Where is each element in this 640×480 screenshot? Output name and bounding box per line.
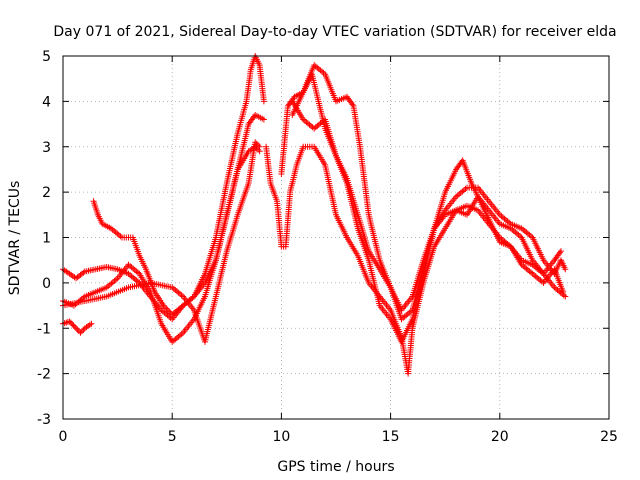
data-point-marker	[69, 321, 76, 328]
y-tick-label: 3	[42, 140, 51, 156]
data-point-marker	[66, 318, 73, 325]
data-point-marker	[256, 143, 263, 150]
data-point-marker	[88, 320, 95, 327]
y-tick-labels: -3 -2 -1 0 1 2 3 4 5	[37, 49, 51, 428]
x-tick-label: 0	[59, 429, 68, 445]
series-track-a	[60, 318, 95, 336]
axis-ticks	[62, 55, 610, 420]
y-tick-label: 1	[42, 231, 51, 247]
data-point-marker	[260, 116, 267, 123]
x-tick-label: 5	[168, 429, 177, 445]
y-tick-label: 4	[42, 94, 51, 110]
series-track-f	[263, 143, 569, 377]
y-tick-label: 0	[42, 276, 51, 292]
y-tick-label: 5	[42, 49, 51, 65]
series-track-e	[60, 139, 263, 345]
x-tick-label: 10	[272, 429, 290, 445]
data-point-marker	[71, 323, 78, 330]
x-tick-label: 25	[600, 429, 618, 445]
data-point-marker	[558, 248, 564, 255]
data-points	[60, 53, 569, 377]
y-tick-label: -3	[37, 412, 51, 428]
data-point-marker	[67, 319, 74, 326]
y-tick-label: -2	[37, 367, 51, 383]
chart-title: Day 071 of 2021, Sidereal Day-to-day VTE…	[53, 24, 616, 40]
data-point-marker	[80, 269, 87, 276]
x-tick-label: 20	[491, 429, 509, 445]
data-point-marker	[560, 288, 567, 295]
data-point-marker	[70, 322, 77, 329]
x-tick-labels: 0 5 10 15 20 25	[59, 429, 618, 445]
data-point-marker	[260, 98, 267, 105]
y-tick-label: 2	[42, 185, 51, 201]
data-point-marker	[562, 293, 569, 300]
data-point-marker	[562, 266, 569, 273]
y-tick-label: -1	[37, 321, 51, 337]
y-axis-label: SDTVAR / TECUs	[7, 181, 23, 296]
series-track-i	[289, 98, 567, 345]
x-tick-label: 15	[382, 429, 400, 445]
x-axis-label: GPS time / hours	[277, 459, 394, 475]
series-track-d	[90, 53, 267, 318]
